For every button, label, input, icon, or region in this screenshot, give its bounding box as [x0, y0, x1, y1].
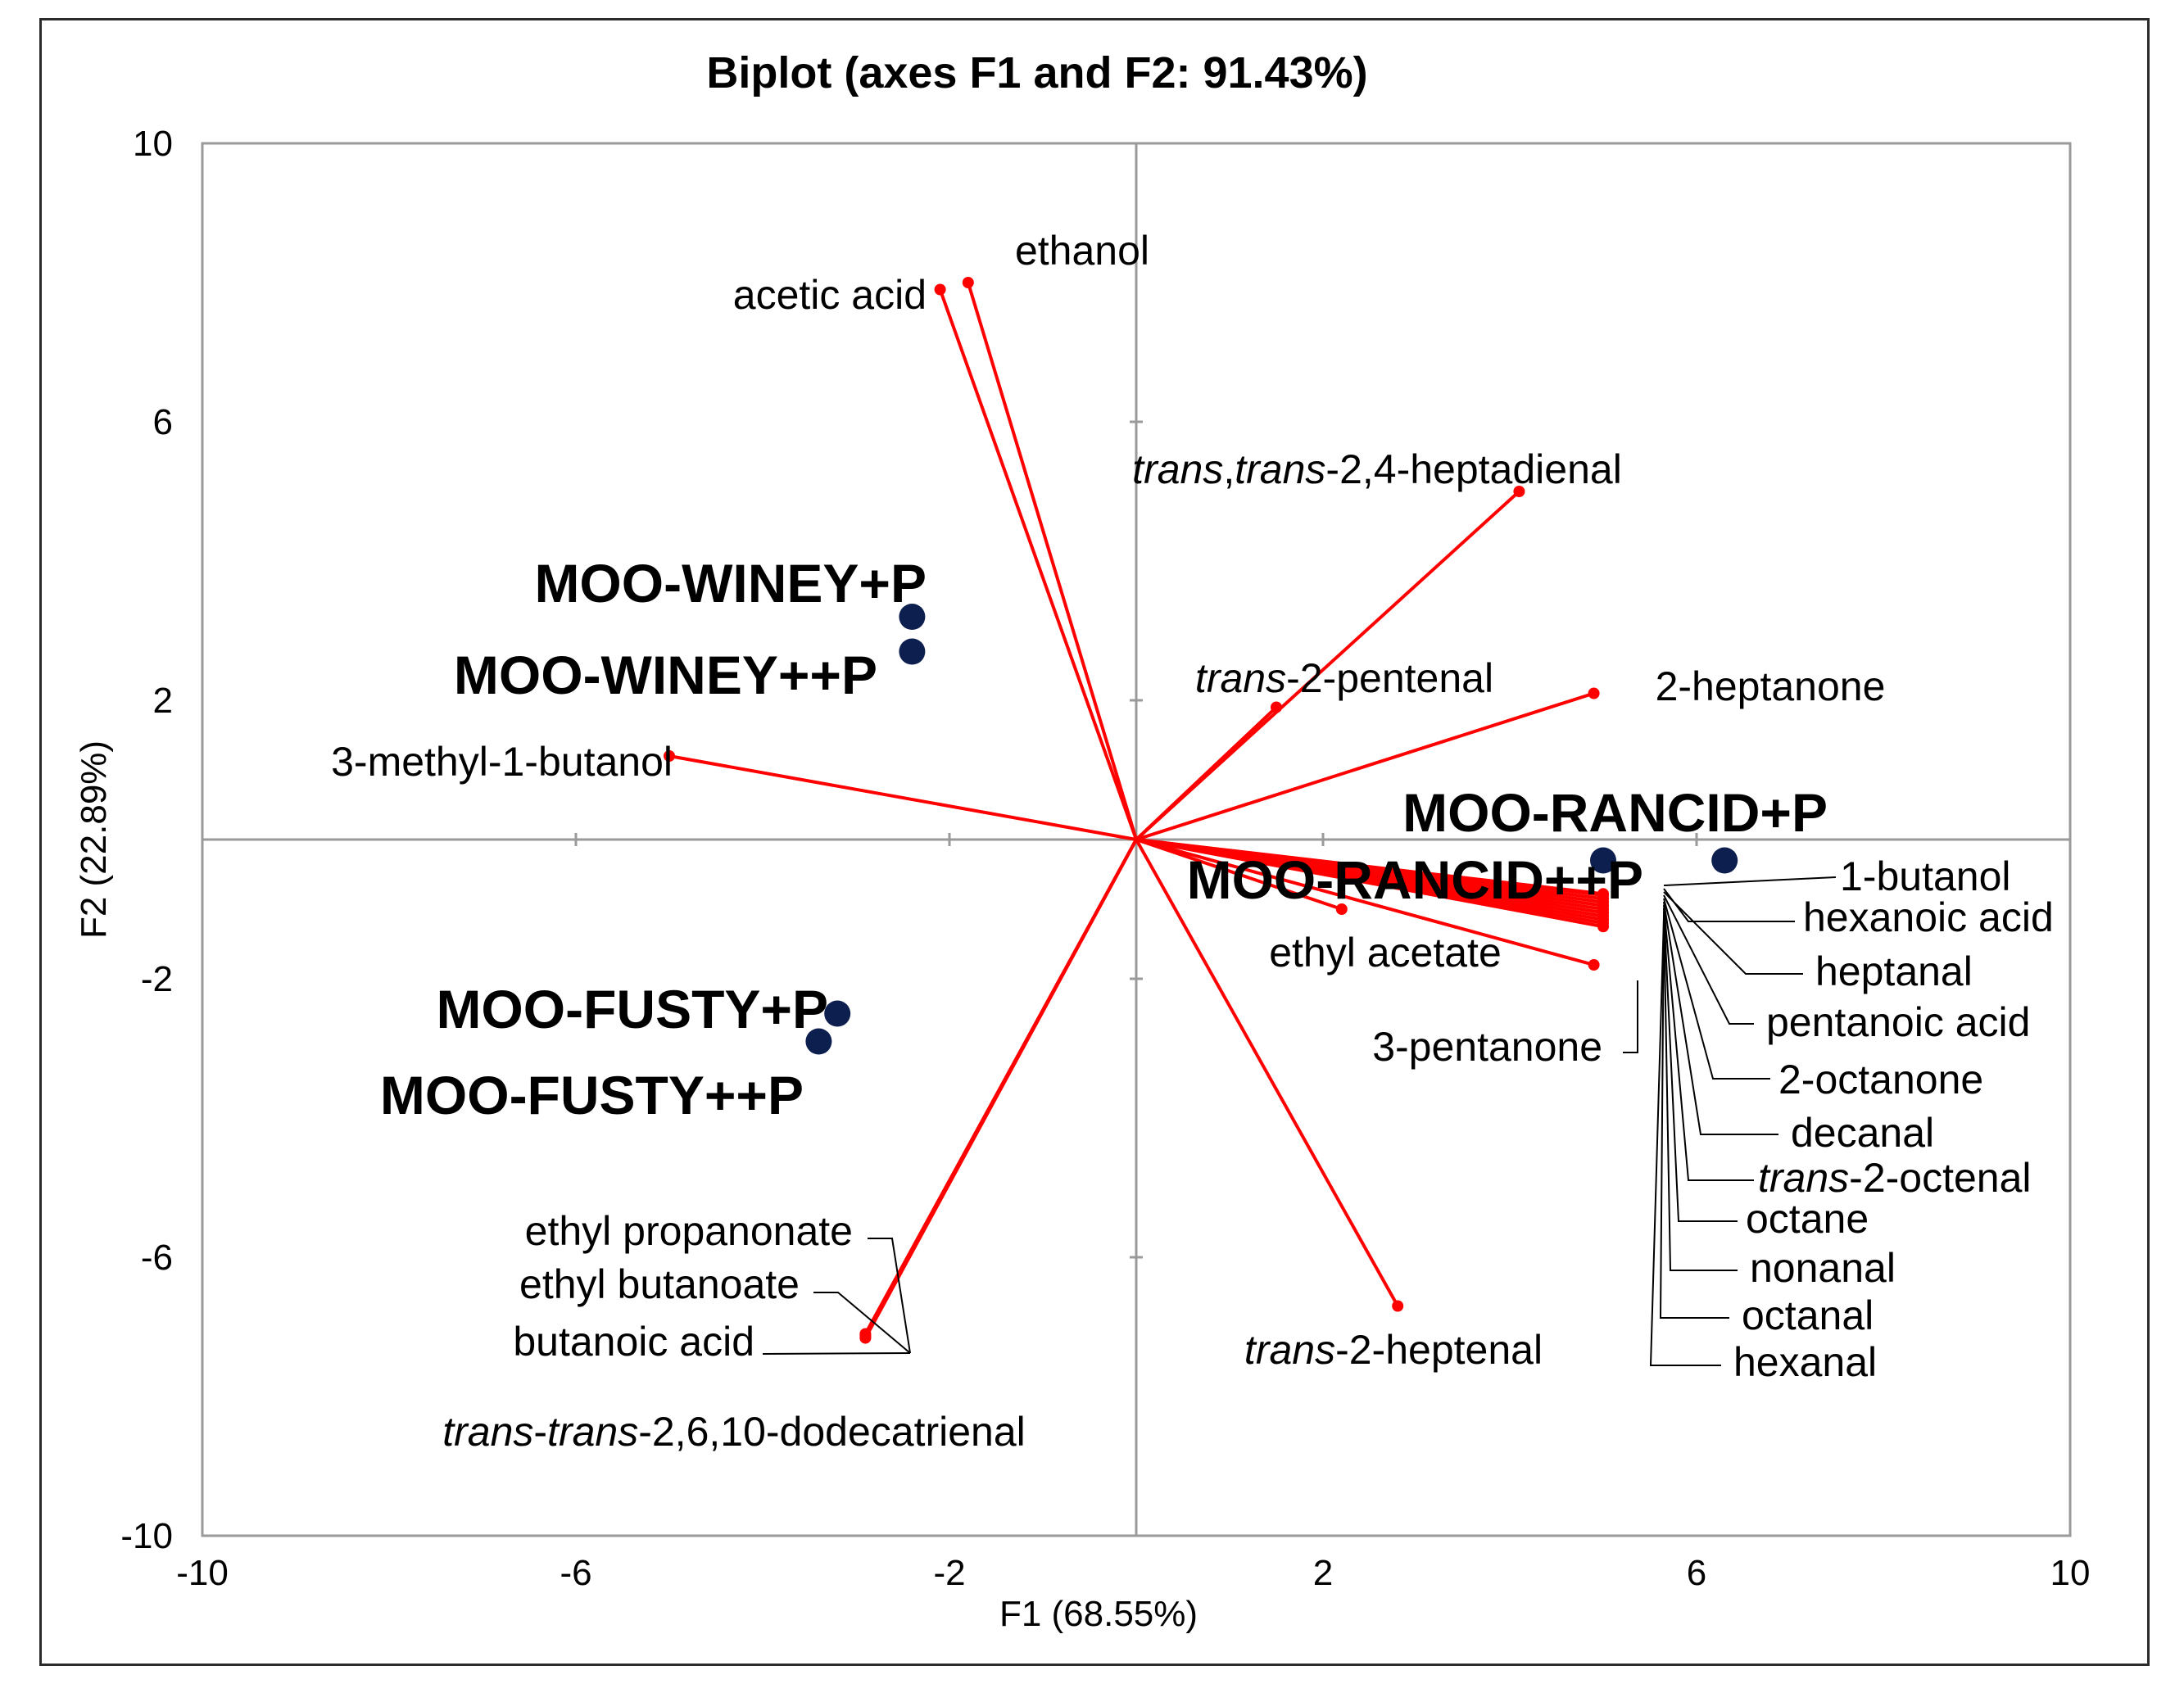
- variable-vectors: [664, 277, 1609, 1344]
- observation-label-moo-winey-p: MOO-WINEY+P: [534, 553, 927, 613]
- vector-2-heptanone: [1135, 691, 1595, 841]
- y-tick-label: -10: [120, 1516, 173, 1556]
- variable-label-ethanol: ethanol: [1015, 228, 1149, 274]
- vector-3-methyl-1-butanol: [668, 754, 1137, 841]
- variable-label-2-octanone: 2-octanone: [1778, 1057, 1983, 1102]
- vector-trans-trans-2-6-10-dodecatrienal: [863, 839, 1138, 1339]
- leader-line-decanal: [1663, 901, 1778, 1135]
- variable-label-2-heptanone: 2-heptanone: [1656, 663, 1886, 709]
- leader-line-nonanal: [1663, 911, 1738, 1271]
- observation-point-moo-rancid-p: [1590, 847, 1616, 874]
- observation-label-moo-rancid-p: MOO-RANCID++P: [1187, 849, 1643, 910]
- vector-trans-2-heptenal: [1135, 839, 1399, 1307]
- variable-label-acetic-acid: acetic acid: [733, 272, 927, 318]
- leader-line-1-butanol: [1663, 876, 1837, 886]
- leader-line-hexanal: [1649, 917, 1721, 1366]
- variable-label-nonanal: nonanal: [1750, 1245, 1896, 1291]
- variable-label-decanal: decanal: [1791, 1110, 1934, 1156]
- y-tick-marks: [1130, 420, 1143, 1259]
- x-tick-label: -10: [176, 1553, 229, 1593]
- leader-line-heptanal: [1663, 891, 1803, 975]
- vector-tip-trans-2-pentenal: [1271, 701, 1282, 713]
- variable-label-trans-2-pentenal: trans-2-pentenal: [1195, 655, 1493, 701]
- x-tick-label: 2: [1313, 1553, 1333, 1593]
- variable-label-pentanoic-acid: pentanoic acid: [1766, 999, 2030, 1045]
- variable-label-trans-2-heptenal: trans-2-heptenal: [1244, 1327, 1543, 1373]
- x-tick-labels: -10 -6 -2 2 6 10: [176, 1553, 2090, 1593]
- variable-label-trans-trans-2-4-heptadienal: trans,trans-2,4-heptadienal: [1132, 446, 1622, 492]
- y-axis-title: F2 (22.89%): [74, 740, 114, 939]
- x-tick-label: -6: [560, 1553, 591, 1593]
- variable-label-ethyl-propanonate: ethyl propanonate: [525, 1208, 853, 1254]
- variable-label-octanal: octanal: [1742, 1292, 1874, 1338]
- leader-line-octanal: [1659, 914, 1729, 1319]
- vector-tip-ethyl-acetate: [1335, 903, 1348, 915]
- vector-ethanol: [966, 282, 1138, 840]
- variable-label-3-pentanone: 3-pentanone: [1372, 1024, 1602, 1070]
- vector-tip-hexanal: [1597, 921, 1609, 933]
- vector-tip-3-methyl-1-butanol: [664, 750, 675, 762]
- y-tick-labels: 10 6 2 -2 -6 -10: [120, 124, 173, 1556]
- vector-acetic-acid: [938, 288, 1138, 840]
- vector-tip-2-heptanone: [1588, 687, 1600, 699]
- variable-label-3-methyl-1-butanol: 3-methyl-1-butanol: [331, 739, 673, 785]
- chart-frame: Biplot (axes F1 and F2: 91.43%) -10 -6 -…: [39, 18, 2150, 1666]
- variable-label-hexanoic-acid: hexanoic acid: [1803, 894, 2054, 940]
- observation-labels: MOO-WINEY+P MOO-WINEY++P MOO-RANCID+PMOO-R…: [380, 553, 1828, 1125]
- vector-trans-2-pentenal: [1135, 706, 1278, 841]
- x-axis-title: F1 (68.55%): [999, 1594, 1198, 1634]
- variable-label-hexanal: hexanal: [1733, 1339, 1877, 1385]
- vector-3-pentanone: [1135, 838, 1595, 966]
- leader-line-pentanoic-acid: [1663, 894, 1754, 1025]
- observation-point-moo-fusty-p: [824, 1000, 851, 1027]
- variable-label-1-butanol: 1-butanol: [1840, 853, 2011, 899]
- vector-ethyl-acetate: [1135, 838, 1343, 911]
- vector-tip-trans-2-heptenal: [1392, 1300, 1404, 1312]
- leader-line-2-octanone: [1663, 898, 1770, 1080]
- y-tick-label: -6: [141, 1238, 173, 1278]
- variable-label-ethyl-acetate: ethyl acetate: [1269, 930, 1502, 976]
- biplot-chart: Biplot (axes F1 and F2: 91.43%) -10 -6 -…: [74, 48, 2090, 1634]
- variable-label-butanoic-acid: butanoic acid: [513, 1319, 754, 1365]
- chart-title: Biplot (axes F1 and F2: 91.43%): [706, 48, 1367, 97]
- variable-label-octane: octane: [1746, 1196, 1869, 1242]
- variable-label-ethyl-butanoate: ethyl butanoate: [519, 1261, 800, 1307]
- observation-point-moo-fusty-p: [805, 1028, 832, 1055]
- y-tick-label: -2: [141, 959, 173, 999]
- leader-line-octane: [1663, 908, 1738, 1222]
- observation-label-moo-fusty-p: MOO-FUSTY+P: [436, 979, 828, 1039]
- x-tick-label: 10: [2050, 1553, 2091, 1593]
- observation-point-moo-winey-p: [899, 638, 926, 665]
- x-tick-label: 6: [1687, 1553, 1706, 1593]
- variable-label-trans-2-octenal: trans-2-octenal: [1758, 1155, 2032, 1201]
- observation-points: [805, 604, 1738, 1055]
- variable-labels: ethanol acetic acid trans,trans-2,4-heptad…: [331, 228, 2054, 1455]
- observation-label-moo-fusty-p: MOO-FUSTY++P: [380, 1065, 804, 1125]
- leader-line-trans-2-octenal: [1663, 904, 1754, 1181]
- vector-tip-trans-trans-2-4-heptadienal: [1513, 486, 1525, 497]
- x-tick-label: -2: [933, 1553, 965, 1593]
- label-leader-lines: [762, 876, 1837, 1366]
- y-tick-label: 2: [153, 681, 173, 721]
- vector-hexanal: [1135, 838, 1604, 929]
- leader-line-butanoic-acid: [762, 1352, 911, 1355]
- y-tick-label: 10: [133, 124, 173, 164]
- leader-line-ethyl-butanoate: [813, 1292, 911, 1354]
- variable-label-heptanal: heptanal: [1815, 948, 1973, 994]
- vector-tip-ethanol: [962, 277, 974, 288]
- y-tick-label: 6: [153, 402, 173, 442]
- leader-line-3-pentanone: [1623, 980, 1638, 1053]
- variable-label-trans-trans-2-6-10-dodecatrienal: trans-trans-2,6,10-dodecatrienal: [442, 1409, 1026, 1455]
- observation-point-moo-rancid-p: [1711, 847, 1738, 874]
- observation-label-moo-winey-p: MOO-WINEY++P: [454, 645, 877, 705]
- x-tick-marks: [574, 833, 1698, 846]
- vector-tip-trans-trans-2-6-10-dodecatrienal: [859, 1332, 872, 1344]
- observation-point-moo-winey-p: [899, 604, 926, 630]
- leader-line-ethyl-propanonate: [868, 1238, 911, 1354]
- observation-label-moo-rancid-p: MOO-RANCID+P: [1402, 782, 1828, 843]
- vector-tip-3-pentanone: [1588, 959, 1600, 971]
- vector-tip-acetic-acid: [934, 283, 946, 296]
